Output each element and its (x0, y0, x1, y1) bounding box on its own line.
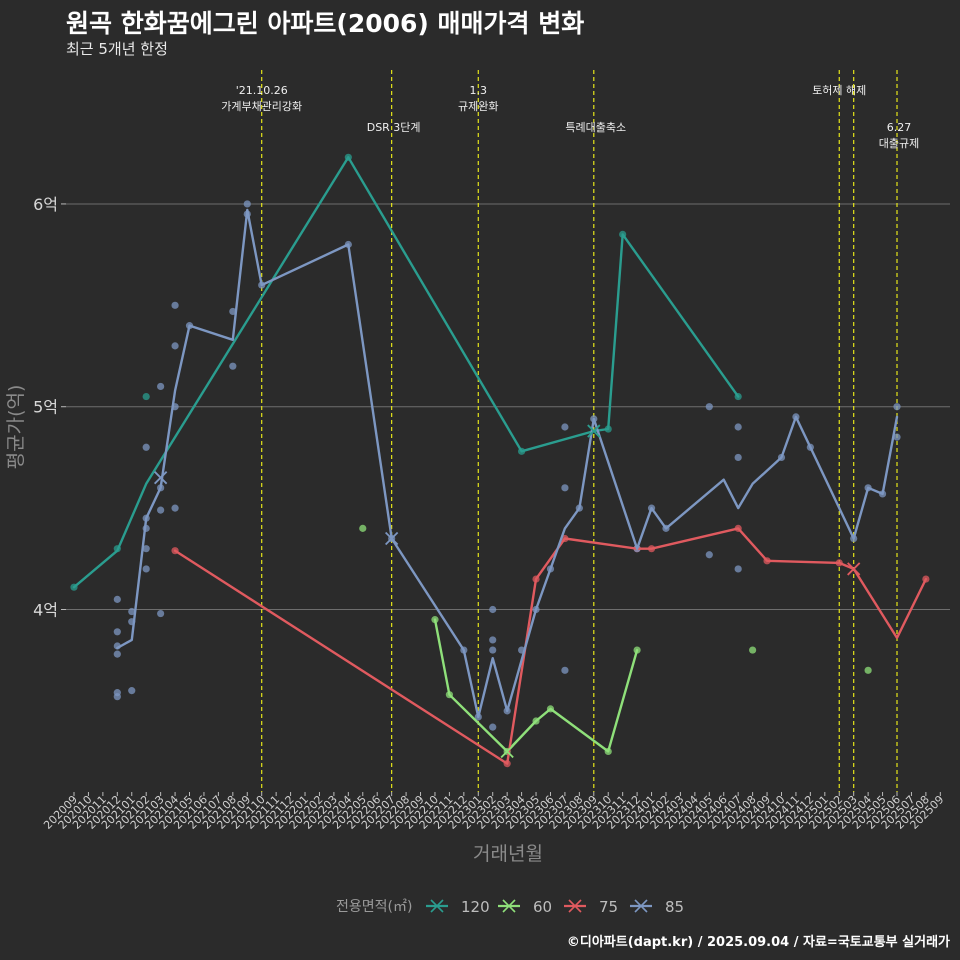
event-label: 규제완화 (458, 100, 498, 113)
chart-subtitle: 최근 5개년 한정 (66, 40, 168, 58)
scatter-point-85 (157, 382, 165, 391)
scatter-point-85 (229, 362, 237, 370)
legend-label: 85 (665, 898, 684, 916)
source-caption: ©디아파트(dapt.kr) / 2025.09.04 / 자료=국토교통부 실… (566, 935, 950, 950)
series-line-85 (116, 208, 899, 719)
legend-label: 120 (461, 898, 490, 916)
scatter-point-120 (142, 392, 150, 401)
event-label: 가계부채관리강화 (221, 100, 302, 113)
legend-key-x (568, 899, 582, 913)
legend-item-60: 60 (498, 898, 552, 916)
scatter-point-85 (128, 687, 136, 695)
marker-stroke (847, 562, 861, 576)
scatter-point-60 (864, 666, 872, 674)
marker-x-120 (587, 424, 601, 438)
scatter-point-85 (142, 443, 150, 451)
scatter-point-85 (157, 506, 165, 514)
scatter-point-85 (489, 605, 497, 614)
scatter-point-85 (734, 453, 742, 462)
scatter-point-85 (893, 403, 901, 411)
scatter-point-85 (113, 628, 121, 636)
scatter-point-85 (489, 723, 497, 731)
scatter-point-85 (157, 609, 165, 618)
scatter-point-85 (142, 565, 150, 573)
series-line-75 (173, 527, 928, 765)
scatter-point-60 (359, 524, 367, 532)
marker-x-85 (385, 531, 399, 546)
legend-title: 전용면적(㎡) (336, 899, 412, 915)
marker-stroke (385, 531, 399, 546)
scatter-point-85 (489, 646, 497, 654)
event-label: 토허제 해제 (812, 83, 866, 97)
legend-item-120: 120 (426, 898, 490, 916)
legend-item-85: 85 (630, 898, 684, 916)
y-tick-label: 6억 (33, 195, 58, 214)
scatter-point-85 (561, 484, 569, 492)
chart-title: 원곡 한화꿈에그린 아파트(2006) 매매가격 변화 (66, 9, 585, 38)
scatter-point-85 (734, 423, 742, 431)
scatter-point-85 (243, 200, 251, 208)
scatter-point-60 (749, 646, 757, 654)
legend-key-x (430, 899, 444, 913)
event-label: 1.3 (470, 84, 488, 97)
series-line-60 (433, 618, 639, 753)
y-axis-title: 평균가(억) (5, 385, 27, 470)
scatter-point-85 (171, 504, 179, 512)
scatter-point-85 (489, 636, 497, 644)
marker-x-60 (500, 744, 514, 759)
y-tick-label: 5억 (33, 398, 58, 417)
event-label: 6.27 (887, 121, 912, 134)
marker-stroke (500, 744, 514, 759)
scatter-point-85 (171, 342, 179, 350)
scatter-point-85 (142, 545, 150, 553)
scatter-point-85 (705, 403, 713, 411)
x-axis-title: 거래년월 (473, 843, 543, 865)
scatter-point-85 (128, 607, 136, 616)
scatter-point-85 (893, 433, 901, 441)
event-label: 특례대출축소 (565, 121, 626, 134)
event-label: '21.10.26 (236, 84, 288, 97)
scatter-point-85 (113, 595, 121, 603)
scatter-point-85 (561, 666, 569, 674)
legend-label: 75 (599, 898, 618, 916)
y-tick-label: 4억 (33, 601, 58, 620)
series-line-120 (72, 156, 740, 589)
legend-item-75: 75 (564, 898, 618, 916)
scatter-point-85 (113, 689, 121, 697)
event-label: 대출규제 (879, 137, 919, 150)
event-label: DSR 3단계 (367, 121, 421, 134)
marker-x-85 (153, 471, 168, 485)
marker-stroke (587, 424, 601, 438)
marker-stroke (153, 471, 168, 485)
legend-key-x (502, 899, 516, 913)
scatter-point-85 (705, 551, 713, 559)
scatter-point-85 (171, 301, 179, 309)
scatter-point-85 (113, 650, 121, 658)
legend-key-x (634, 899, 648, 913)
marker-x-75 (847, 562, 861, 576)
legend-label: 60 (533, 898, 552, 916)
scatter-point-85 (561, 423, 569, 431)
scatter-point-85 (734, 565, 742, 573)
